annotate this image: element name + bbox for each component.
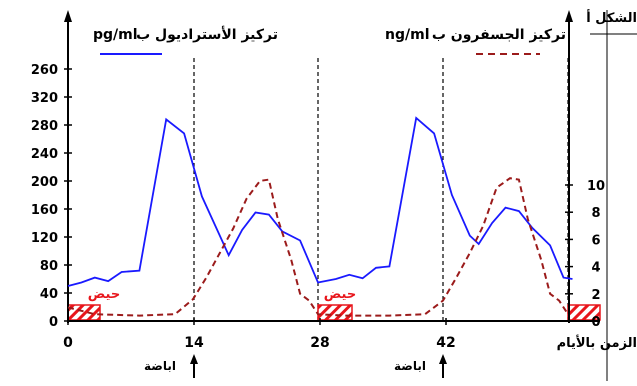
x-tick-label: 14 (184, 335, 204, 351)
legend-estradiol-label: تركيز الأستراديول ب (136, 26, 278, 43)
y-tick-label-right: 6 (591, 233, 600, 248)
y-axis-right-arrow (565, 10, 573, 22)
y-tick-label-right: 0 (591, 315, 600, 330)
y-tick-label-right: 8 (591, 206, 600, 221)
x-tick-label: 0 (63, 335, 73, 351)
y-tick-label-left: 200 (31, 175, 58, 190)
x-tick-label: 42 (436, 335, 455, 351)
legend-progesterone-label: تركيز الجسفرون ب (432, 27, 566, 43)
y-axis-left-arrow (64, 10, 72, 22)
y-tick-label-left: 0 (49, 315, 58, 330)
y-tick-label-left: 240 (31, 147, 58, 162)
y-tick-label-left: 80 (40, 259, 58, 274)
x-axis-label: الزمن بالأيام (557, 334, 637, 351)
y-tick-label-left: 280 (31, 119, 58, 134)
legend-progesterone-unit: ng/ml (385, 27, 430, 43)
y-tick-label-left: 40 (40, 287, 58, 302)
ovulation-label-1: اباضة (144, 359, 176, 373)
legend-estradiol-unit: pg/ml (93, 27, 138, 43)
ovulation-arrow-head (190, 354, 198, 364)
y-tick-label-right: 10 (587, 179, 605, 194)
menstruation-label-1: حيض (88, 287, 120, 302)
x-tick-label: 28 (310, 335, 329, 351)
y-tick-label-left: 160 (31, 203, 58, 218)
ovulation-label-2: اباضة (394, 359, 426, 373)
y-tick-label-right: 2 (591, 288, 600, 303)
y-tick-label-left: 320 (31, 91, 58, 106)
menstruation-label-2: حيض (324, 287, 356, 302)
menstruation-box (318, 305, 352, 320)
estradiol-series-line (68, 118, 573, 286)
y-tick-label-right: 4 (591, 261, 600, 276)
figure-label: الشكل أ (586, 9, 637, 26)
ovulation-arrow-head (439, 354, 447, 364)
y-tick-label-left: 120 (31, 231, 58, 246)
menstruation-box (68, 305, 100, 320)
y-tick-label-left: 260 (31, 63, 58, 78)
